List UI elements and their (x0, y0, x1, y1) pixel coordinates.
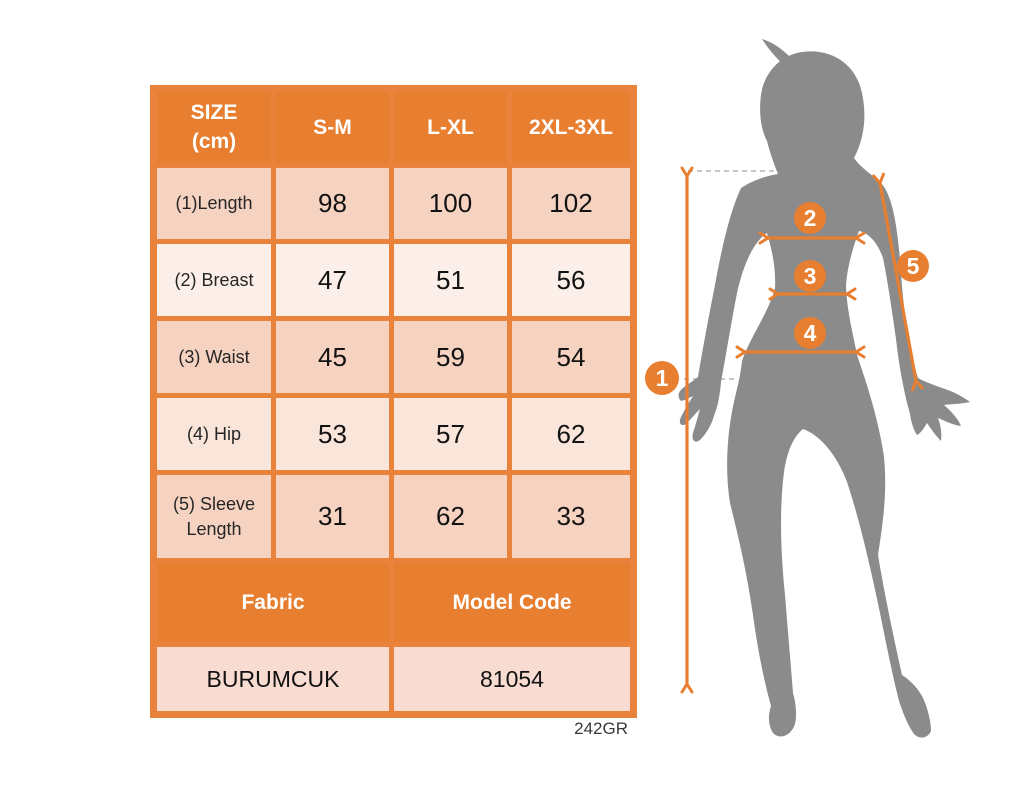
row-label-waist: (3) Waist (151, 316, 276, 398)
marker-number-1: 1 (656, 365, 669, 391)
marker-number-2: 2 (804, 205, 817, 231)
hip-s-m: 53 (271, 393, 394, 475)
breast-l-xl: 51 (389, 239, 512, 321)
header-size-cm: SIZE (cm) (151, 86, 276, 168)
size-chart-table: SIZE (cm) S-M L-XL 2XL-3XL (1)Length 98 … (150, 85, 637, 718)
header-s-m: S-M (271, 86, 394, 168)
waist-s-m: 45 (271, 316, 394, 398)
table-row-breast: (2) Breast 47 51 56 (151, 239, 636, 321)
measurement-figure: 1 2 3 4 5 (645, 39, 970, 738)
header-size-cm-label: SIZE (cm) (190, 101, 238, 153)
sleeve-l-xl: 62 (389, 470, 512, 563)
table-row-sleeve-length: (5) Sleeve Length 31 62 33 (151, 470, 636, 563)
marker-number-5: 5 (907, 253, 920, 279)
fabric-value: BURUMCUK (151, 642, 394, 717)
marker-badge-3: 3 (794, 260, 826, 292)
hip-l-xl: 57 (389, 393, 512, 475)
fabric-values-row: BURUMCUK 81054 (151, 642, 636, 717)
table-row-length: (1)Length 98 100 102 (151, 163, 636, 244)
fabric-header-row: Fabric Model Code (151, 558, 636, 647)
marker-badge-5: 5 (897, 250, 929, 282)
length-2xl-3xl: 102 (507, 163, 636, 244)
sleeve-2xl-3xl: 33 (507, 470, 636, 563)
table-row-hip: (4) Hip 53 57 62 (151, 393, 636, 475)
length-s-m: 98 (271, 163, 394, 244)
marker-badge-1: 1 (645, 361, 679, 395)
breast-2xl-3xl: 56 (507, 239, 636, 321)
hip-2xl-3xl: 62 (507, 393, 636, 475)
row-label-breast: (2) Breast (151, 239, 276, 321)
body-silhouette (678, 51, 970, 738)
marker-number-3: 3 (804, 263, 817, 289)
row-label-hip: (4) Hip (151, 393, 276, 475)
fabric-header: Fabric (151, 558, 394, 647)
row-label-length: (1)Length (151, 163, 276, 244)
length-l-xl: 100 (389, 163, 512, 244)
measure-arrow-5-sleeve (872, 172, 924, 392)
waist-l-xl: 59 (389, 316, 512, 398)
table-header-row: SIZE (cm) S-M L-XL 2XL-3XL (151, 86, 636, 168)
weight-note: 242GR (574, 719, 628, 738)
marker-number-4: 4 (804, 320, 817, 346)
header-2xl-3xl: 2XL-3XL (507, 86, 636, 168)
table-row-waist: (3) Waist 45 59 54 (151, 316, 636, 398)
sleeve-s-m: 31 (271, 470, 394, 563)
breast-s-m: 47 (271, 239, 394, 321)
marker-badge-2: 2 (794, 202, 826, 234)
model-code-value: 81054 (389, 642, 636, 717)
model-code-header: Model Code (389, 558, 636, 647)
marker-badge-4: 4 (794, 317, 826, 349)
waist-2xl-3xl: 54 (507, 316, 636, 398)
row-label-sleeve-length: (5) Sleeve Length (151, 470, 276, 563)
hair-strand (762, 39, 790, 67)
header-l-xl: L-XL (389, 86, 512, 168)
